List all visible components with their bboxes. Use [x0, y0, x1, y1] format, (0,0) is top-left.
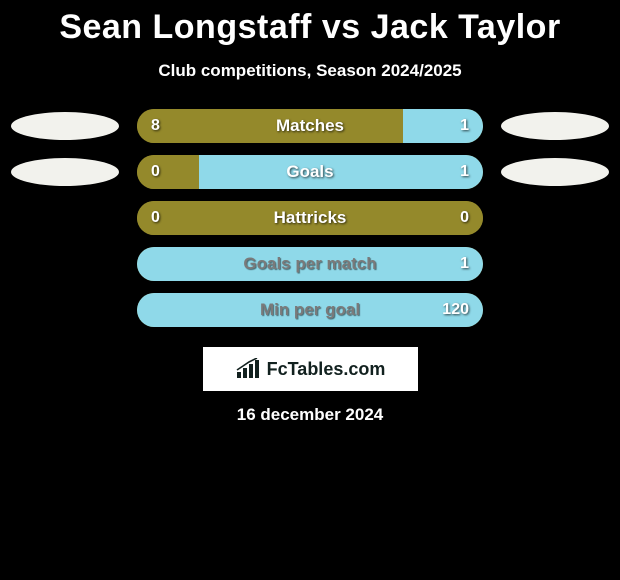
stat-bar: 8 1 Matches — [137, 109, 483, 143]
bar-fill-left — [137, 109, 403, 143]
stat-label: Min per goal — [260, 300, 360, 320]
stat-label: Matches — [276, 116, 344, 136]
bar-fill-left — [137, 155, 199, 189]
stat-value-right: 1 — [460, 117, 469, 135]
stat-row: 1 Goals per match — [0, 247, 620, 281]
stat-value-right: 1 — [460, 163, 469, 181]
bar-fill-right — [403, 109, 483, 143]
footer-date: 16 december 2024 — [0, 405, 620, 425]
player1-marker — [11, 158, 119, 186]
stat-label: Goals per match — [243, 254, 376, 274]
stat-bar: 1 Goals per match — [137, 247, 483, 281]
bar-fill-right — [199, 155, 483, 189]
stat-bar: 120 Min per goal — [137, 293, 483, 327]
chart-icon — [235, 358, 261, 380]
subtitle: Club competitions, Season 2024/2025 — [0, 61, 620, 81]
player1-marker — [11, 112, 119, 140]
stat-bar: 0 0 Hattricks — [137, 201, 483, 235]
stat-row: 120 Min per goal — [0, 293, 620, 327]
stat-value-right: 120 — [442, 301, 469, 319]
source-badge-text: FcTables.com — [267, 359, 386, 380]
stat-row: 0 0 Hattricks — [0, 201, 620, 235]
stat-label: Goals — [286, 162, 333, 182]
player2-marker — [501, 112, 609, 140]
stat-value-right: 0 — [460, 209, 469, 227]
source-badge: FcTables.com — [203, 347, 418, 391]
stat-value-left: 8 — [151, 117, 160, 135]
page-title: Sean Longstaff vs Jack Taylor — [0, 8, 620, 47]
comparison-rows: 8 1 Matches 0 1 Goals 0 0 Hattricks 1 Goals per ma… — [0, 109, 620, 327]
stat-label: Hattricks — [274, 208, 347, 228]
player2-marker — [501, 158, 609, 186]
stat-value-left: 0 — [151, 209, 160, 227]
stat-value-left: 0 — [151, 163, 160, 181]
stat-row: 0 1 Goals — [0, 155, 620, 189]
stat-value-right: 1 — [460, 255, 469, 273]
stat-bar: 0 1 Goals — [137, 155, 483, 189]
stat-row: 8 1 Matches — [0, 109, 620, 143]
